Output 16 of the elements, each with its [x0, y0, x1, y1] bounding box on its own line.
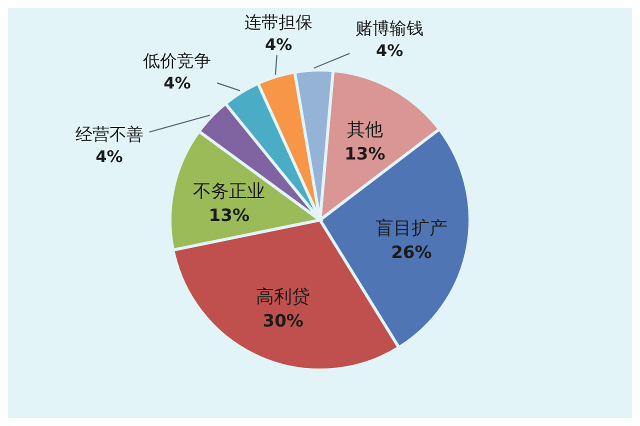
data-label: 30%: [262, 311, 304, 332]
data-label: 13%: [344, 144, 386, 165]
data-label: 4%: [164, 74, 191, 93]
slice-label: 不务正业: [193, 181, 266, 202]
data-label: 26%: [391, 242, 432, 263]
slice-label: 高利贷: [256, 286, 310, 308]
data-label: 13%: [208, 206, 250, 226]
slice-label: 连带担保: [244, 13, 313, 34]
slice-label: 盲目扩产: [375, 218, 448, 239]
slice-label: 其他: [346, 120, 383, 141]
data-label: 4%: [96, 147, 123, 166]
data-label: 4%: [264, 35, 292, 54]
slice-label: 低价竞争: [143, 52, 212, 72]
slice-label: 赌博输钱: [356, 19, 424, 39]
data-label: 4%: [376, 41, 404, 60]
slice-label: 经营不善: [75, 125, 144, 146]
